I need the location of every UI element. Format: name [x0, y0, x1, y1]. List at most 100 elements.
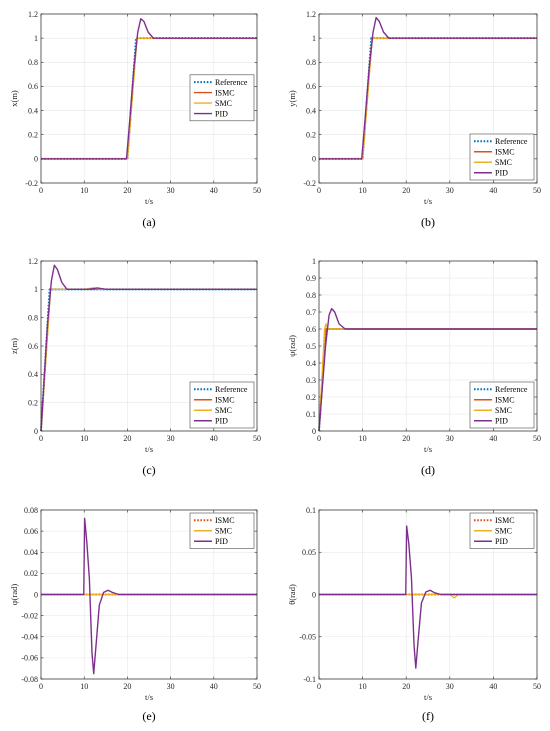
chart-panel-b: 0 10 20 30 40 50-0.200.20.40.60.811.2t/sy(m)R…: [287, 10, 541, 229]
y-tick-label: 0.04: [24, 548, 38, 557]
axes-box: [318, 260, 538, 432]
y-tick-label: -0.05: [299, 633, 316, 642]
legend-label: SMC: [215, 99, 232, 108]
x-tick-label: 0: [317, 434, 321, 443]
x-tick-label: 0: [39, 186, 43, 195]
x-tick-label: 20: [123, 186, 131, 195]
x-tick-label: 10: [359, 434, 367, 443]
y-tick-label: 1.2: [28, 257, 38, 266]
x-tick-label: 30: [446, 186, 454, 195]
y-axis-label: z(m): [9, 338, 19, 354]
series-line-pid: [41, 18, 257, 160]
x-axis-label: t/s: [145, 196, 153, 206]
axes-box: [40, 13, 258, 184]
x-tick-label: 10: [359, 682, 367, 691]
panel-caption: (d): [421, 463, 435, 477]
y-tick-label: -0.1: [303, 675, 316, 684]
x-tick-label: 20: [123, 434, 131, 443]
y-axis-label: x(m): [9, 90, 19, 107]
x-tick-label: 20: [123, 682, 131, 691]
y-axis-label: φ(rad): [9, 584, 19, 606]
chart-panel-f: 0 10 20 30 40 50 -0.1 -0.05 0 0.05 0.1 t/s θ(rad) ISM…: [287, 506, 541, 723]
axes-box: [318, 13, 538, 184]
x-tick-label: 50: [253, 186, 261, 195]
legend-label: ISMC: [495, 516, 515, 525]
y-tick-label: 0: [34, 427, 38, 436]
y-tick-label: 0: [34, 155, 38, 164]
y-tick-label: 0.2: [28, 131, 38, 140]
axes-box: [318, 509, 538, 680]
x-tick-label: 0: [317, 682, 321, 691]
y-tick-label: 0.8: [28, 58, 38, 67]
y-tick-label: 0.4: [306, 359, 316, 368]
y-tick-label: 1: [34, 285, 38, 294]
legend-label: Reference: [495, 137, 528, 146]
x-tick-label: 30: [167, 434, 175, 443]
x-axis-label: t/s: [424, 444, 432, 454]
y-tick-label: 0: [34, 590, 38, 599]
series-line-reference: [40, 288, 257, 432]
y-tick-label: 0.2: [306, 131, 316, 140]
x-tick-label: 10: [359, 186, 367, 195]
panel-caption: (e): [142, 709, 155, 723]
y-tick-label: 0.2: [28, 398, 38, 407]
x-tick-label: 10: [80, 434, 88, 443]
x-tick-label: 40: [489, 186, 497, 195]
x-tick-label: 40: [489, 682, 497, 691]
panel-caption: (f): [422, 709, 434, 723]
x-tick-label: 30: [446, 434, 454, 443]
y-tick-label: 1: [34, 34, 38, 43]
y-tick-label: 0.1: [306, 506, 316, 515]
x-tick-label: 50: [253, 434, 261, 443]
x-axis-label: t/s: [145, 444, 153, 454]
y-tick-label: 0.4: [28, 370, 38, 379]
x-tick-label: 40: [210, 682, 218, 691]
x-tick-label: 0: [39, 682, 43, 691]
y-tick-label: 0.3: [306, 376, 316, 385]
y-tick-label: -0.2: [303, 179, 316, 188]
legend-label: PID: [495, 169, 508, 178]
x-tick-label: 0: [39, 434, 43, 443]
x-tick-label: 10: [80, 186, 88, 195]
x-axis-label: t/s: [424, 692, 432, 702]
x-tick-label: 30: [167, 186, 175, 195]
y-tick-label: 1.2: [306, 10, 316, 19]
chart-panel-e: 0 10 20 30 40 50 -0.08 -0.06 -0.04 -0.02 0 0.02 0.04…: [9, 506, 261, 723]
legend-label: Reference: [495, 385, 528, 394]
y-tick-label: 0.4: [306, 106, 316, 115]
legend-label: ISMC: [215, 516, 235, 525]
legend-label: SMC: [495, 158, 512, 167]
legend-label: ISMC: [495, 396, 515, 405]
legend-label: Reference: [215, 385, 248, 394]
y-tick-label: -0.08: [21, 675, 38, 684]
legend-label: PID: [215, 537, 228, 546]
x-tick-label: 40: [489, 434, 497, 443]
chart-panel-c: 0 10 20 30 40 50 0 0.2 0.4 0.6 0.8 1 1.2 t/s z(m) Refer…: [9, 257, 261, 477]
x-tick-label: 50: [533, 434, 541, 443]
legend-label: SMC: [495, 527, 512, 536]
y-tick-label: 1: [312, 257, 316, 266]
panel-caption: (c): [142, 463, 155, 477]
y-tick-label: -0.06: [21, 654, 38, 663]
y-tick-label: -0.02: [21, 611, 38, 620]
y-tick-label: 0.7: [306, 308, 316, 317]
y-tick-label: 0.4: [28, 106, 38, 115]
y-tick-label: 0.6: [28, 342, 38, 351]
series-line-pid: [319, 525, 537, 669]
x-tick-label: 40: [210, 434, 218, 443]
y-tick-label: 1.2: [28, 10, 38, 19]
y-tick-label: 0.2: [306, 393, 316, 402]
axes-box: [40, 260, 258, 432]
y-tick-label: 0.06: [24, 527, 38, 536]
x-tick-label: 50: [253, 682, 261, 691]
y-tick-label: 1: [312, 34, 316, 43]
y-tick-label: 0.1: [306, 410, 316, 419]
x-tick-label: 30: [446, 682, 454, 691]
y-tick-label: 0.6: [28, 82, 38, 91]
legend-label: PID: [215, 109, 228, 118]
x-tick-label: 20: [402, 186, 410, 195]
